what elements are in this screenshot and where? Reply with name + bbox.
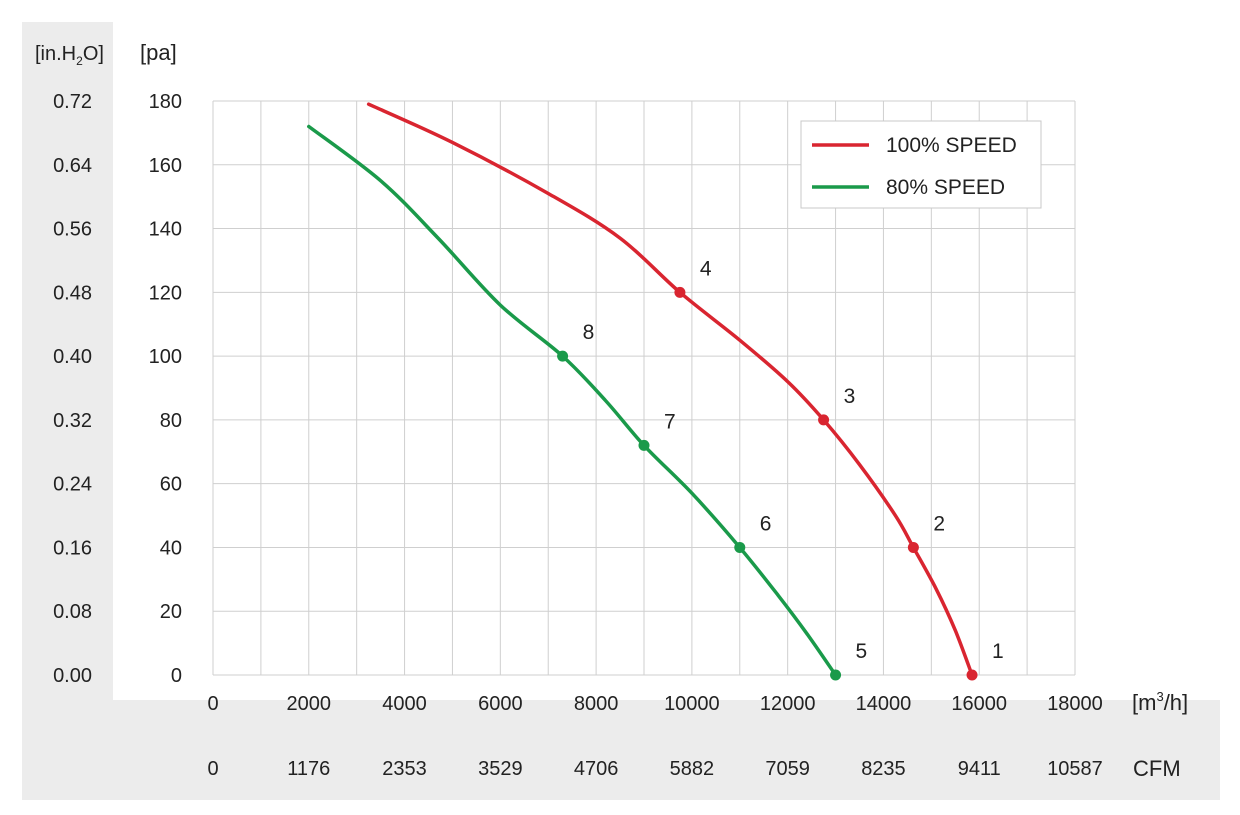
operating-point-label-5: 5 xyxy=(856,640,868,663)
legend-label-100-speed: 100% SPEED xyxy=(886,134,1017,157)
y-tick-label: 40 xyxy=(160,537,182,559)
y-tick-label: 160 xyxy=(149,155,182,177)
x-secondary-tick-label: 9411 xyxy=(958,758,1001,780)
legend-label-80-speed: 80% SPEED xyxy=(886,176,1005,199)
x-tick-label: 8000 xyxy=(574,693,619,715)
y-secondary-tick-label: 0.56 xyxy=(53,219,92,241)
legend-box xyxy=(800,120,1042,209)
x-tick-label: 10000 xyxy=(664,693,720,715)
y-secondary-axis-ticks: 0.00 0.08 0.16 0.24 0.32 0.40 0.48 0.56 0.64 0.72 xyxy=(53,91,92,687)
x-secondary-unit-label: CFM xyxy=(1133,756,1181,781)
operating-point-5 xyxy=(830,669,842,681)
x-secondary-tick-label: 4706 xyxy=(574,758,619,780)
grid xyxy=(212,100,1076,676)
x-tick-label: 6000 xyxy=(478,693,523,715)
operating-point-2 xyxy=(907,541,919,553)
y-secondary-tick-label: 0.08 xyxy=(53,601,92,623)
y-axis-ticks: 0 20 40 60 80 100 120 140 160 180 xyxy=(149,91,182,687)
y-secondary-tick-label: 0.16 xyxy=(53,537,92,559)
operating-point-8 xyxy=(557,350,569,362)
operating-point-label-3: 3 xyxy=(844,385,856,408)
y-tick-label: 0 xyxy=(171,665,182,687)
x-secondary-tick-label: 0 xyxy=(207,758,218,780)
x-tick-label: 2000 xyxy=(287,693,332,715)
operating-point-6 xyxy=(734,541,746,553)
y-secondary-tick-label: 0.24 xyxy=(53,474,92,496)
y-secondary-tick-label: 0.64 xyxy=(53,155,92,177)
operating-point-7 xyxy=(638,439,650,451)
x-tick-label: 16000 xyxy=(951,693,1007,715)
axis-band-left xyxy=(22,22,113,733)
x-secondary-tick-label: 3529 xyxy=(478,758,523,780)
x-tick-label: 0 xyxy=(207,693,218,715)
y-tick-label: 120 xyxy=(149,282,182,304)
y-secondary-tick-label: 0.00 xyxy=(53,665,92,687)
x-secondary-tick-label: 8235 xyxy=(861,758,906,780)
operating-point-3 xyxy=(818,414,830,426)
y-tick-label: 100 xyxy=(149,346,182,368)
operating-point-label-4: 4 xyxy=(700,257,712,280)
operating-point-label-1: 1 xyxy=(992,640,1004,663)
x-tick-label: 12000 xyxy=(760,693,816,715)
axis-band-cfm xyxy=(22,733,1220,800)
operating-point-label-7: 7 xyxy=(664,410,676,433)
y-secondary-tick-label: 0.40 xyxy=(53,346,92,368)
x-secondary-tick-label: 5882 xyxy=(670,758,715,780)
x-tick-label: 14000 xyxy=(856,693,912,715)
y-tick-label: 180 xyxy=(149,91,182,113)
operating-point-label-2: 2 xyxy=(933,512,945,535)
operating-point-label-8: 8 xyxy=(583,321,595,344)
x-secondary-tick-label: 1176 xyxy=(287,758,330,780)
y-tick-label: 80 xyxy=(160,410,182,432)
x-secondary-tick-label: 2353 xyxy=(382,758,427,780)
y-secondary-tick-label: 0.72 xyxy=(53,91,92,113)
operating-point-label-6: 6 xyxy=(760,512,772,535)
y-unit-label: [pa] xyxy=(140,40,177,65)
series-line-80-speed xyxy=(307,124,838,677)
series-line-100-speed xyxy=(366,102,974,677)
operating-point-1 xyxy=(966,669,978,681)
x-secondary-tick-label: 10587 xyxy=(1047,758,1103,780)
x-tick-label: 4000 xyxy=(382,693,427,715)
y-secondary-tick-label: 0.48 xyxy=(53,282,92,304)
series xyxy=(307,102,974,677)
operating-point-4 xyxy=(674,286,686,298)
y-tick-label: 20 xyxy=(160,601,182,623)
x-tick-label: 18000 xyxy=(1047,693,1103,715)
x-secondary-tick-label: 7059 xyxy=(765,758,810,780)
y-tick-label: 140 xyxy=(149,219,182,241)
x-unit-label: [m3/h] xyxy=(1132,689,1188,715)
x-axis-ticks: 0 2000 4000 6000 8000 10000 12000 14000 16000 180… xyxy=(207,693,1102,715)
y-tick-label: 60 xyxy=(160,474,182,496)
legend: 100% SPEED 80% SPEED xyxy=(800,120,1042,209)
y-secondary-tick-label: 0.32 xyxy=(53,410,92,432)
x-secondary-axis-ticks: 0 1176 2353 3529 4706 5882 7059 8235 9411 10587 xyxy=(207,758,1102,780)
markers: 1 2 3 4 5 6 7 8 xyxy=(557,257,1004,681)
y-secondary-unit-label: [in.H2O] xyxy=(35,43,104,68)
